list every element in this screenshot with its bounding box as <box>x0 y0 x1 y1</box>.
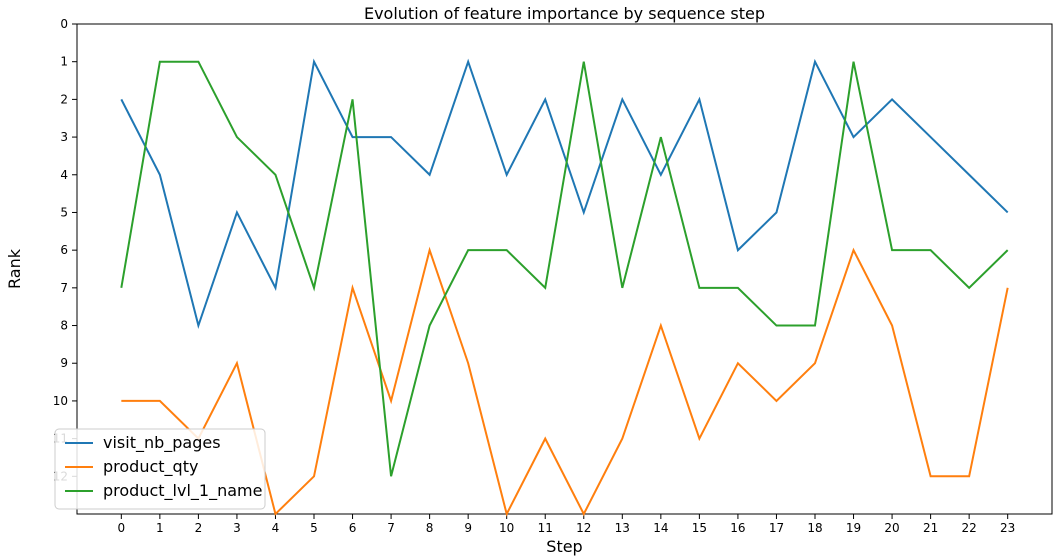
plot-area <box>76 23 1053 515</box>
y-tick-label: 3 <box>60 130 68 144</box>
legend: visit_nb_pages product_qty product_lvl_1_n… <box>54 428 266 510</box>
x-tick-label: 14 <box>653 521 668 535</box>
x-tick-label: 23 <box>1000 521 1015 535</box>
x-tick-label: 1 <box>156 521 164 535</box>
x-tick-label: 21 <box>923 521 938 535</box>
y-tick-label: 9 <box>60 356 68 370</box>
y-axis-title: Rank <box>5 248 24 289</box>
y-tick-label: 7 <box>60 281 68 295</box>
legend-item: product_lvl_1_name <box>65 481 262 501</box>
x-tick-label: 17 <box>769 521 784 535</box>
x-axis-title: Step <box>546 537 582 556</box>
x-tick-label: 11 <box>538 521 553 535</box>
x-axis: 0 1 2 3 4 5 6 7 8 9 10 11 12 13 14 15 16 17 18 19 20 21 22 23 <box>117 514 1015 535</box>
x-tick-label: 5 <box>310 521 318 535</box>
legend-label: visit_nb_pages <box>103 433 221 453</box>
y-tick-label: 8 <box>60 319 68 333</box>
x-tick-label: 0 <box>117 521 125 535</box>
x-tick-label: 6 <box>349 521 357 535</box>
legend-item: visit_nb_pages <box>65 433 221 453</box>
series-line-visit-nb-pages <box>120 58 1009 330</box>
y-tick-label: 0 <box>60 17 68 31</box>
x-tick-label: 10 <box>499 521 514 535</box>
y-tick-label: 10 <box>53 394 68 408</box>
y-tick-label: 4 <box>60 168 68 182</box>
legend-box <box>54 428 266 510</box>
x-tick-label: 3 <box>233 521 241 535</box>
x-tick-label: 9 <box>464 521 472 535</box>
y-tick-label: 6 <box>60 243 68 257</box>
y-tick-label: 5 <box>60 205 68 219</box>
plot-frame <box>76 23 1053 515</box>
series-line-product-qty <box>121 246 1009 517</box>
x-tick-label: 13 <box>615 521 630 535</box>
x-tick-label: 15 <box>692 521 707 535</box>
y-tick-label: 1 <box>60 55 68 69</box>
x-tick-label: 2 <box>195 521 203 535</box>
x-tick-label: 16 <box>730 521 745 535</box>
x-tick-label: 18 <box>807 521 822 535</box>
legend-label: product_lvl_1_name <box>103 481 262 501</box>
x-tick-label: 4 <box>272 521 280 535</box>
series-line-product-lvl-1-name <box>120 60 1009 477</box>
x-tick-label: 12 <box>576 521 591 535</box>
x-tick-label: 8 <box>426 521 434 535</box>
y-tick-label: 2 <box>60 92 68 106</box>
x-tick-label: 20 <box>884 521 899 535</box>
chart-title: Evolution of feature importance by seque… <box>364 4 765 23</box>
legend-item: product_qty <box>65 457 198 477</box>
series-layer <box>120 58 1009 517</box>
legend-label: product_qty <box>103 457 198 477</box>
x-tick-label: 19 <box>846 521 861 535</box>
x-tick-label: 7 <box>387 521 395 535</box>
x-tick-label: 22 <box>962 521 977 535</box>
